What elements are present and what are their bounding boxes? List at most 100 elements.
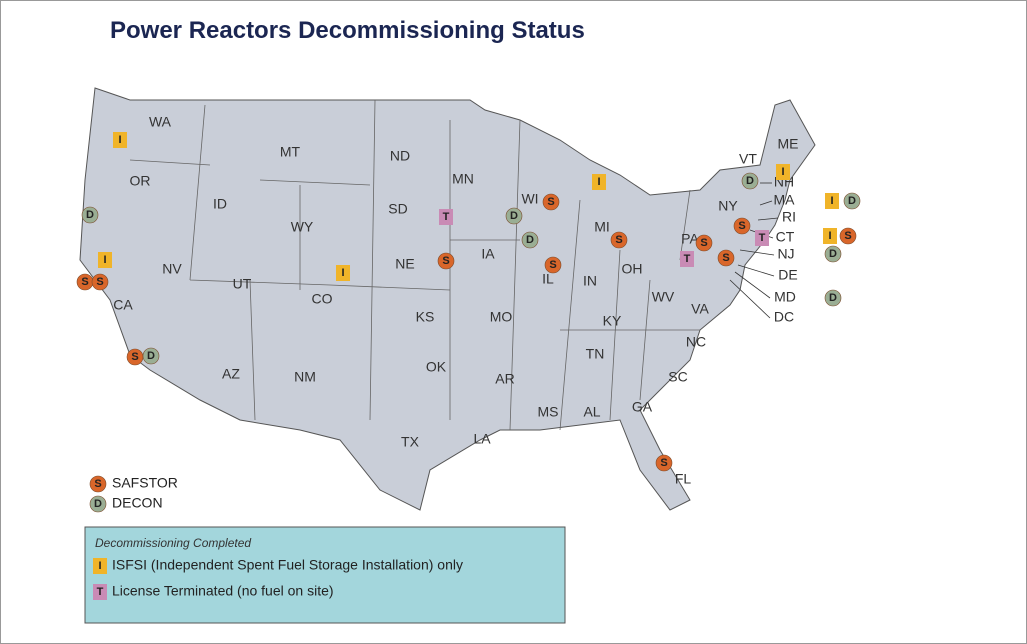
reactor-marker-icon [717, 249, 735, 267]
reactor-marker-icon [521, 231, 539, 249]
reactor-marker-icon [825, 193, 839, 209]
reactor-marker-letter: S [442, 255, 449, 267]
completed-box [84, 526, 566, 624]
legend-letter: S [94, 478, 101, 490]
state-label: ME [778, 136, 799, 152]
reactor-marker-icon [439, 209, 453, 225]
state-label: IL [542, 271, 554, 287]
state-label: CA [113, 297, 133, 313]
reactor-marker-letter: S [131, 351, 138, 363]
state-label: FL [675, 471, 692, 487]
state-label: CT [776, 229, 795, 245]
reactor-marker-icon [843, 192, 861, 210]
title: Power Reactors Decommissioning Status [110, 17, 585, 44]
reactor-marker-letter: D [510, 210, 518, 222]
state-label: MA [774, 192, 796, 208]
reactor-marker-letter: S [844, 230, 851, 242]
reactor-marker-letter: S [547, 196, 554, 208]
state-label: UT [233, 276, 252, 292]
state-label: TX [401, 434, 420, 450]
state-label: DE [778, 267, 797, 283]
state-label: AZ [222, 366, 240, 382]
state-borders [129, 99, 700, 431]
state-label: MI [594, 219, 610, 235]
reactor-marker-letter: I [597, 176, 600, 188]
state-label: NM [294, 369, 316, 385]
reactor-marker-letter: I [830, 195, 833, 207]
reactor-marker-icon [505, 207, 523, 225]
state-label: AR [495, 371, 514, 387]
state-label: DC [774, 309, 794, 325]
reactor-marker-letter: S [700, 237, 707, 249]
reactor-marker-letter: I [118, 134, 121, 146]
reactor-marker-letter: S [549, 259, 556, 271]
reactor-marker-letter: T [443, 211, 450, 223]
reactor-marker-icon [823, 228, 837, 244]
state-label: IN [583, 273, 597, 289]
completed-label: ISFSI (Independent Spent Fuel Storage In… [112, 557, 463, 573]
state-label: LA [473, 431, 491, 447]
reactor-marker-letter: D [848, 195, 856, 207]
reactor-marker-letter: D [746, 175, 754, 187]
reactor-marker-letter: S [722, 252, 729, 264]
reactor-marker-letter: D [829, 292, 837, 304]
reactor-marker-icon [733, 217, 751, 235]
legend-label: SAFSTOR [112, 475, 178, 491]
reactor-marker-letter: S [738, 220, 745, 232]
reactor-marker-letter: I [828, 230, 831, 242]
reactor-marker-icon [839, 227, 857, 245]
state-label: MD [774, 289, 796, 305]
state-label: PA [681, 231, 699, 247]
reactor-marker-icon [91, 273, 109, 291]
state-label: KY [603, 313, 622, 329]
reactor-marker-letter: S [81, 276, 88, 288]
reactor-marker-letter: T [684, 253, 691, 265]
completed-letter: T [97, 586, 104, 598]
state-label: MN [452, 171, 474, 187]
reactor-marker-letter: I [103, 254, 106, 266]
state-label: VA [691, 301, 709, 317]
reactor-marker-icon [824, 289, 842, 307]
state-label: NV [162, 261, 182, 277]
state-label: ID [213, 196, 227, 212]
reactor-marker-icon [741, 172, 759, 190]
reactor-marker-letter: D [147, 350, 155, 362]
reactor-marker-icon [680, 251, 694, 267]
us-map [79, 87, 816, 511]
legend-icon [89, 475, 107, 493]
reactor-marker-icon [592, 174, 606, 190]
state-label: MO [490, 309, 513, 325]
state-label: WI [521, 191, 538, 207]
reactor-marker-letter: T [759, 232, 766, 244]
state-label: NC [686, 334, 706, 350]
state-label: GA [632, 399, 653, 415]
reactor-marker-letter: D [829, 248, 837, 260]
reactor-marker-icon [610, 231, 628, 249]
state-label: NE [395, 256, 414, 272]
state-label: SC [668, 369, 687, 385]
state-label: MT [280, 144, 301, 160]
legend-label: DECON [112, 495, 163, 511]
state-label: NY [718, 198, 738, 214]
legend-icon [89, 495, 107, 513]
completed-heading: Decommissioning Completed [95, 536, 251, 550]
completed-label: License Terminated (no fuel on site) [112, 583, 334, 599]
reactor-marker-letter: I [781, 166, 784, 178]
reactor-marker-letter: D [86, 209, 94, 221]
state-label: OK [426, 359, 447, 375]
reactor-marker-icon [776, 164, 790, 180]
state-label: WV [652, 289, 675, 305]
reactor-marker-icon [544, 256, 562, 274]
state-label: RI [782, 209, 796, 225]
completed-letter: I [98, 560, 101, 572]
reactor-marker-icon [655, 454, 673, 472]
reactor-marker-icon [695, 234, 713, 252]
state-label: IA [481, 246, 495, 262]
completed-icon [93, 584, 107, 600]
reactor-marker-icon [542, 193, 560, 211]
state-label: TN [586, 346, 605, 362]
legend-letter: D [94, 498, 102, 510]
state-label: ND [390, 148, 410, 164]
reactor-marker-letter: D [526, 234, 534, 246]
